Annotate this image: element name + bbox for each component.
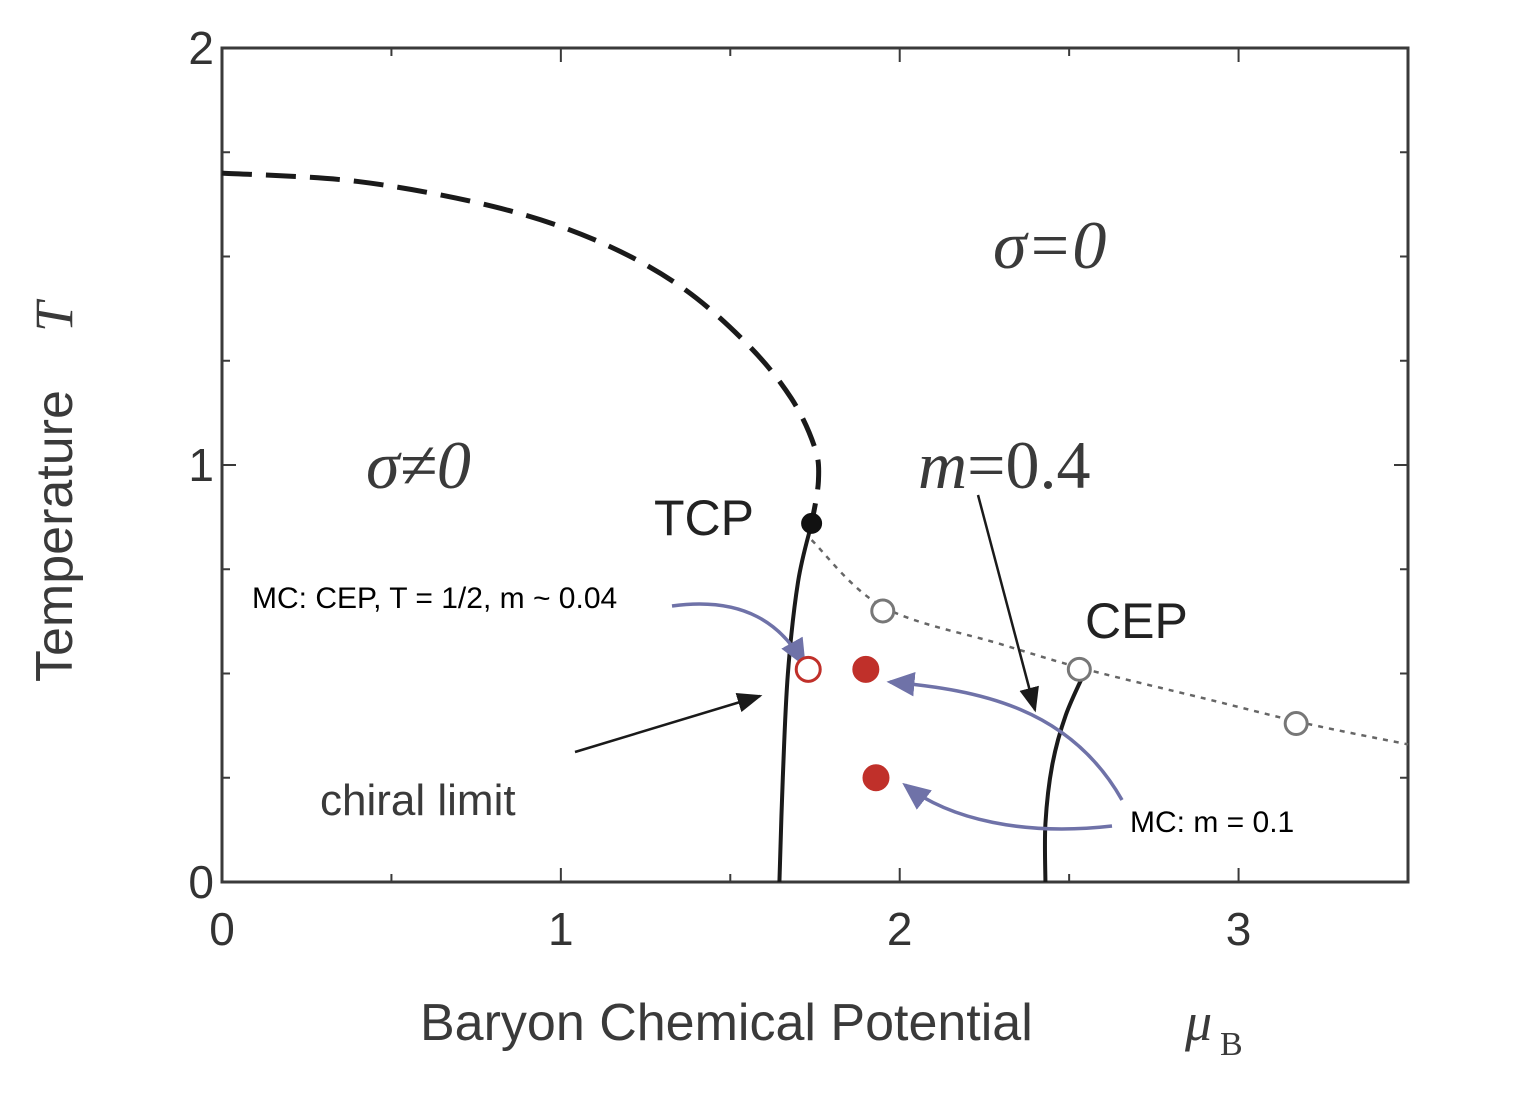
y-tick-label: 1 — [188, 439, 214, 491]
y-tick-label: 2 — [188, 22, 214, 74]
series-line-dashed — [221, 170, 822, 524]
data-point-red-filled — [852, 655, 880, 683]
y-tick-labels: 0 1 2 — [188, 22, 214, 908]
sigma-nonzero-label: σ≠0 — [366, 427, 471, 503]
data-point-grey-open — [870, 598, 896, 624]
m-value: =0.4 — [967, 427, 1090, 503]
tcp-label: TCP — [654, 490, 754, 546]
x-axis-subscript: B — [1220, 1026, 1243, 1063]
cep-label: CEP — [1085, 593, 1188, 649]
axis-ticks — [221, 47, 1409, 883]
m-value-arrow — [976, 494, 1039, 713]
points-group — [794, 512, 1309, 792]
sigma-zero-label: σ=0 — [993, 207, 1106, 283]
data-point-grey-open — [1283, 711, 1309, 737]
y-tick-label: 0 — [188, 856, 214, 908]
x-tick-label: 3 — [1226, 903, 1252, 955]
m-symbol: m — [918, 427, 967, 503]
chiral-limit-arrow — [574, 692, 763, 754]
mc-m-annotation: MC: m = 0.1 — [1130, 806, 1294, 839]
mc-cep-annotation: MC: CEP, T = 1/2, m ~ 0.04 — [252, 582, 617, 615]
data-point-red-open — [794, 655, 822, 683]
x-tick-labels: 0 1 2 3 — [209, 903, 1251, 955]
y-axis-title: Temperature — [26, 390, 84, 682]
x-tick-label: 0 — [209, 903, 235, 955]
data-point-red-filled — [862, 764, 890, 792]
data-point-grey-open — [1066, 656, 1092, 682]
data-point-black-filled — [801, 512, 823, 534]
m-value-label: m=0.4 — [918, 427, 1090, 503]
x-axis-symbol: μ — [1184, 992, 1212, 1052]
x-axis-title: Baryon Chemical Potential — [420, 994, 1033, 1052]
x-tick-label: 1 — [548, 903, 574, 955]
arrows-group — [574, 494, 1124, 831]
mc-cep-arrow — [671, 602, 806, 668]
series-line-solid — [1042, 668, 1088, 883]
chiral-limit-label: chiral limit — [320, 776, 516, 825]
y-axis-symbol: T — [24, 298, 84, 332]
series-line-solid — [777, 522, 814, 883]
mc-m-arrow-upper — [886, 671, 1124, 801]
mc-m-arrow-lower — [902, 782, 1113, 831]
x-tick-label: 2 — [887, 903, 913, 955]
